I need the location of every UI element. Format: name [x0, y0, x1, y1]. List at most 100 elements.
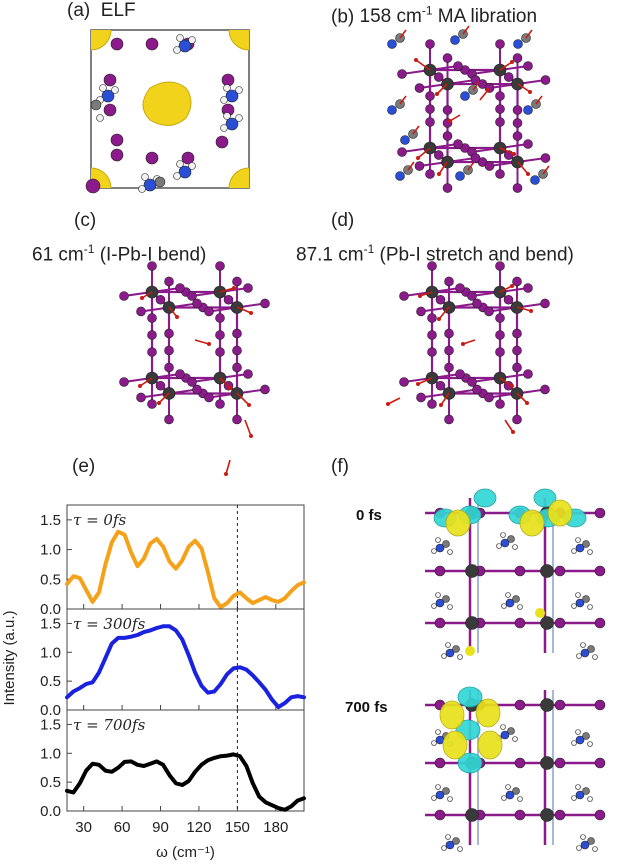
arrow-head [510, 60, 514, 64]
elf-corner-blob [228, 167, 249, 188]
arrow-head [435, 92, 439, 96]
ipbi-bend-structure [119, 261, 270, 476]
arrow-head [510, 384, 514, 388]
iodine-atom [147, 313, 157, 323]
iodine-atom [472, 384, 482, 395]
iodine-atom [223, 294, 234, 305]
iodine-atom [512, 53, 523, 63]
iodine-atom [187, 291, 197, 301]
iodine-atom [164, 362, 174, 373]
displacement-arrow [415, 59, 431, 71]
nitrogen-atom [395, 171, 405, 181]
x-tick-label: 150 [225, 819, 250, 836]
iodine-atom [232, 345, 242, 356]
panel-d-label: (d) [331, 210, 355, 231]
arrow-head [418, 294, 422, 298]
iodine-atom [204, 392, 214, 403]
hydrogen-atom [576, 845, 582, 851]
iodine-atom [192, 298, 202, 309]
nitrogen-atom [530, 175, 540, 185]
isosurface-cyan [457, 686, 483, 708]
hydrogen-atom [441, 653, 447, 659]
iodine-atom [523, 61, 533, 71]
hydrogen-atom [138, 185, 146, 193]
iodine-atom [147, 330, 157, 340]
nitrogen-atom [387, 39, 397, 49]
nitrogen-atom [387, 105, 397, 115]
arrow-head [528, 90, 532, 94]
iodine-atom [164, 345, 174, 356]
arrow-head [386, 402, 390, 406]
spectra-chart: 0.0 0.5 1.0 1.5 τ = 0fs 0.0 0.5 1.0 1.5 τ = 300fs… [1, 504, 306, 861]
nitrogen-atom [445, 840, 455, 850]
hydrogen-atom [496, 543, 502, 549]
iodine-atom [434, 565, 446, 577]
y-axis-label: Intensity (a.u.) [1, 610, 18, 705]
hydrogen-atom [575, 592, 581, 598]
displacement-arrow [387, 397, 401, 405]
iodine-atom [444, 414, 454, 425]
lead-atom [465, 616, 479, 630]
hydrogen-atom [512, 544, 518, 550]
panel-f-label: (f) [331, 456, 349, 477]
isosurface-yellow [477, 730, 503, 760]
nitrogen-atom [575, 543, 585, 553]
iodine-atom [554, 809, 566, 821]
isosurface-yellow [445, 509, 471, 537]
series-line [65, 752, 306, 812]
nitrogen-atom [580, 840, 590, 850]
panel-a-label: (a) ELF [67, 0, 136, 21]
iodine-atom [145, 151, 159, 165]
hydrogen-atom [431, 548, 437, 554]
arrow-head [232, 286, 236, 290]
iodine-atom [523, 283, 533, 293]
iodine-atom [232, 276, 242, 287]
lead-atom [465, 564, 479, 578]
snapshot-structure [425, 488, 606, 660]
iodine-atom [232, 362, 242, 373]
hydrogen-atom [235, 114, 243, 122]
displacement-arrow [139, 377, 153, 387]
isosurface-yellow [442, 730, 468, 760]
hydrogen-atom [517, 604, 523, 610]
iodine-atom [260, 384, 270, 395]
iodine-atom [215, 330, 225, 340]
iodine-atom [472, 298, 482, 309]
iodine-atom [243, 369, 253, 379]
panel-b-title: 158 cm-1 MA libration [359, 4, 538, 28]
carbon-atom [582, 595, 590, 603]
x-tick-label: 90 [152, 819, 169, 836]
iodine-atom [512, 362, 522, 373]
iodine-atom [540, 384, 550, 395]
nitrogen-atom [400, 135, 410, 145]
displacement-arrow [499, 147, 515, 155]
arrow-head [461, 342, 465, 346]
hydrogen-atom [220, 124, 228, 132]
snapshot-structure [425, 686, 606, 852]
iodine-atom [215, 261, 225, 271]
iodine-atom [594, 809, 606, 821]
iodine-atom [155, 294, 166, 305]
iodine-atom [540, 153, 551, 163]
iodine-atom [164, 414, 174, 425]
subplot-frame [66, 709, 305, 812]
iodine-atom [103, 73, 117, 87]
iodine-atom [175, 369, 185, 379]
iodine-atom [442, 53, 453, 63]
displacement-arrow [436, 83, 448, 95]
hydrogen-atom [223, 84, 231, 92]
iodine-atom [444, 345, 454, 356]
iodine-atom [103, 103, 117, 117]
displacement-arrow [517, 161, 529, 175]
hydrogen-atom [435, 729, 441, 735]
hydrogen-atom [575, 784, 581, 790]
nitrogen-atom [225, 89, 239, 103]
displacement-arrow [236, 392, 250, 406]
iodine-atom [514, 699, 526, 711]
nitrogen-atom [575, 598, 585, 608]
iodine-atom [416, 306, 426, 317]
arrow-head [416, 156, 420, 160]
hydrogen-atom [435, 592, 441, 598]
iodine-atom [427, 330, 437, 340]
hydrogen-atom [188, 162, 196, 170]
